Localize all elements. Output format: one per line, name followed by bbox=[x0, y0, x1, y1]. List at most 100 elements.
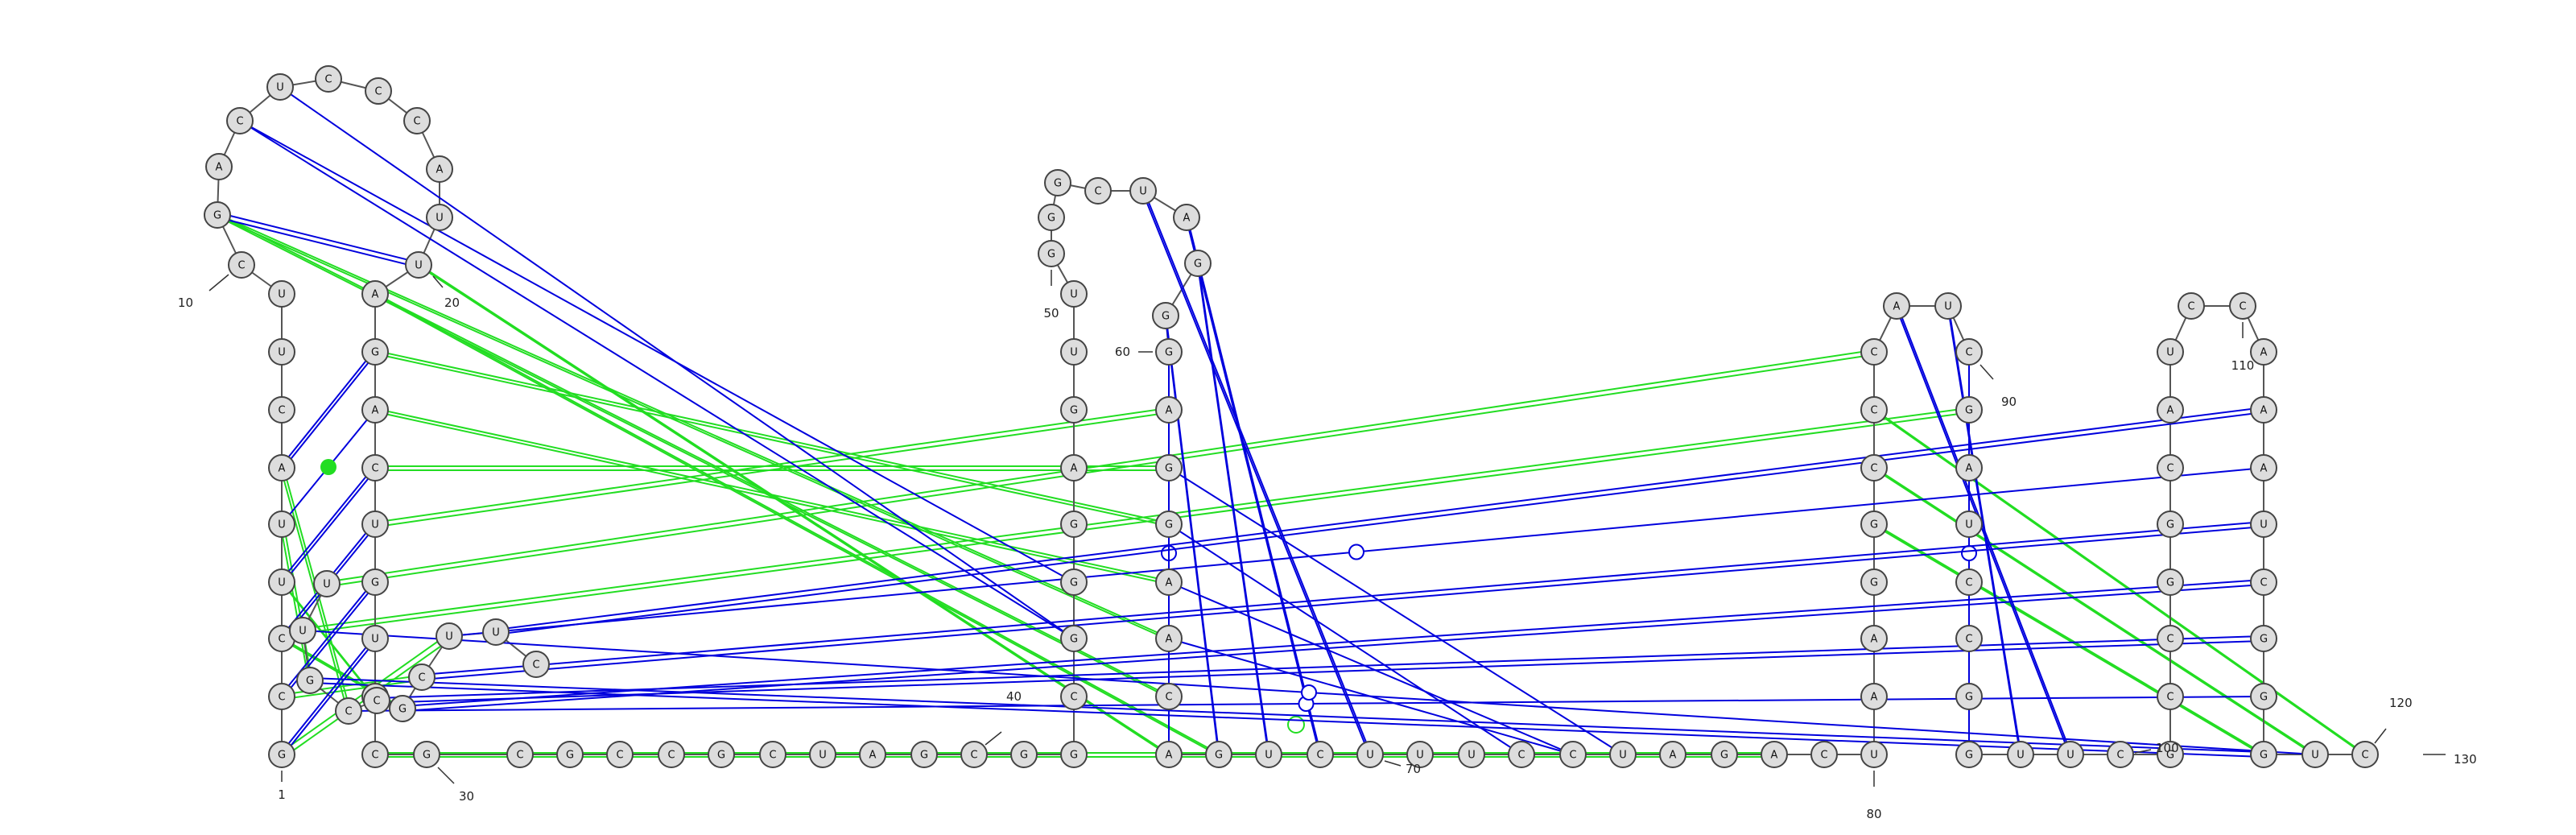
nucleotide-letter: U bbox=[2311, 750, 2319, 762]
base-pair-line bbox=[495, 411, 2264, 635]
nucleotide: U bbox=[1609, 741, 1637, 768]
nucleotide-circle bbox=[1955, 338, 1983, 366]
nucleotide: A bbox=[1761, 741, 1788, 768]
nucleotide-letter: A bbox=[216, 162, 223, 174]
nucleotide-letter: A bbox=[1071, 463, 1078, 475]
nucleotide: G bbox=[2157, 511, 2184, 538]
nucleotide: C bbox=[1810, 741, 1838, 768]
position-label: 1 bbox=[278, 787, 286, 802]
nucleotide-letter: G bbox=[1165, 519, 1173, 531]
long-range-pair-line bbox=[1168, 467, 1624, 755]
nucleotide-letter: G bbox=[1047, 213, 1055, 225]
base-pair-line bbox=[421, 521, 2264, 676]
nucleotide-letter: U bbox=[1870, 750, 1878, 762]
nucleotide-circle bbox=[1860, 454, 1888, 482]
nucleotide-letter: C bbox=[1870, 463, 1877, 475]
nucleotide-circle bbox=[1356, 741, 1384, 768]
nucleotide-letter: C bbox=[324, 74, 332, 86]
nucleotide-circle bbox=[1060, 568, 1088, 596]
nucleotide: C bbox=[2178, 292, 2205, 320]
nucleotide-letter: G bbox=[278, 750, 286, 762]
base-pair-line bbox=[217, 212, 419, 263]
nucleotide-letter: G bbox=[213, 210, 221, 222]
nucleotide-letter: G bbox=[1020, 750, 1028, 762]
nucleotide-circle bbox=[1860, 625, 1888, 652]
nucleotide: U bbox=[1955, 511, 1983, 538]
nucleotide-letter: C bbox=[1165, 692, 1172, 704]
nucleotide-circle bbox=[1152, 302, 1179, 329]
nucleotide-circle bbox=[204, 201, 231, 229]
nucleotide: A bbox=[1883, 292, 1910, 320]
nucleotide-circle bbox=[506, 741, 534, 768]
nucleotide-circle bbox=[1955, 511, 1983, 538]
nucleotide-circle bbox=[556, 741, 584, 768]
nucleotide: G bbox=[1711, 741, 1738, 768]
nucleotide-circle bbox=[809, 741, 836, 768]
nucleotide-circle bbox=[1060, 396, 1088, 424]
base-pair-line bbox=[1197, 265, 1269, 758]
nucleotide-circle bbox=[1038, 204, 1065, 231]
nucleotide: G bbox=[1860, 511, 1888, 538]
nucleotide: C bbox=[1860, 338, 1888, 366]
nucleotide: C bbox=[1955, 625, 1983, 652]
nucleotide-circle bbox=[1060, 741, 1088, 768]
nucleotide-letter: C bbox=[2260, 577, 2267, 589]
nucleotide-letter: G bbox=[1870, 519, 1878, 531]
position-label: 20 bbox=[444, 296, 460, 310]
nucleotide: C bbox=[1508, 741, 1535, 768]
nucleotide-letter: G bbox=[566, 750, 574, 762]
nucleotide: G bbox=[1044, 169, 1071, 196]
nucleotide-letter: U bbox=[1468, 750, 1476, 762]
nucleotide-circle bbox=[1559, 741, 1587, 768]
position-label: 30 bbox=[459, 789, 474, 804]
nucleotide-letter: G bbox=[1070, 634, 1078, 646]
position-label: 10 bbox=[178, 296, 193, 310]
nucleotide-circle bbox=[658, 741, 685, 768]
nucleotide: U bbox=[268, 338, 295, 366]
nucleotide-circle bbox=[1255, 741, 1282, 768]
nucleotide-circle bbox=[1060, 683, 1088, 710]
base-pair-line bbox=[281, 469, 376, 585]
nucleotide-letter: U bbox=[371, 519, 379, 531]
nucleotide: C bbox=[1955, 568, 1983, 596]
nucleotide-circle bbox=[1060, 280, 1088, 308]
nucleotide-circle bbox=[1860, 511, 1888, 538]
nucleotide-circle bbox=[436, 622, 463, 650]
nucleotide-circle bbox=[1609, 741, 1637, 768]
nucleotide-letter: C bbox=[2116, 750, 2124, 762]
nucleotide-letter: C bbox=[1517, 750, 1525, 762]
nucleotide: U bbox=[436, 622, 463, 650]
nucleotide-letter: C bbox=[1965, 577, 1972, 589]
nucleotide-circle bbox=[960, 741, 988, 768]
base-pair-line bbox=[495, 407, 2264, 630]
nucleotide: U bbox=[2250, 511, 2277, 538]
nucleotide-circle bbox=[361, 396, 389, 424]
nucleotide: A bbox=[1173, 204, 1200, 231]
nucleotide-letter: A bbox=[2167, 405, 2174, 417]
tertiary-interaction-line bbox=[1872, 407, 2364, 754]
nucleotide: U bbox=[361, 625, 389, 652]
base-pair-line bbox=[281, 640, 376, 758]
nucleotide: C bbox=[361, 741, 389, 768]
base-pair-line bbox=[1186, 214, 1321, 753]
nucleotide: U bbox=[361, 511, 389, 538]
nucleotide-circle bbox=[1860, 396, 1888, 424]
nucleotide-circle bbox=[1860, 683, 1888, 710]
nucleotide-circle bbox=[268, 454, 295, 482]
nucleotide-circles: G C C U U A C U U C G A C U C C C A U U A G A C U G U U C G C G C C G C U A G C… bbox=[204, 65, 2379, 768]
nucleotide: A bbox=[426, 155, 453, 183]
nucleotide: U bbox=[405, 251, 432, 279]
tertiary-interaction-line bbox=[283, 526, 313, 684]
nucleotide: C bbox=[2157, 625, 2184, 652]
nucleotide-letter: A bbox=[1166, 750, 1173, 762]
nucleotide: G bbox=[2250, 683, 2277, 710]
nucleotide-letter: A bbox=[1166, 577, 1173, 589]
position-label: 40 bbox=[1006, 689, 1022, 704]
nucleotide-letter: A bbox=[1871, 692, 1878, 704]
wobble-pair-marker bbox=[1301, 684, 1317, 701]
nucleotide: G bbox=[556, 741, 584, 768]
tertiary-interaction-line bbox=[373, 291, 1218, 754]
nucleotide-letter: G bbox=[1165, 463, 1173, 475]
nucleotide: C bbox=[1860, 396, 1888, 424]
